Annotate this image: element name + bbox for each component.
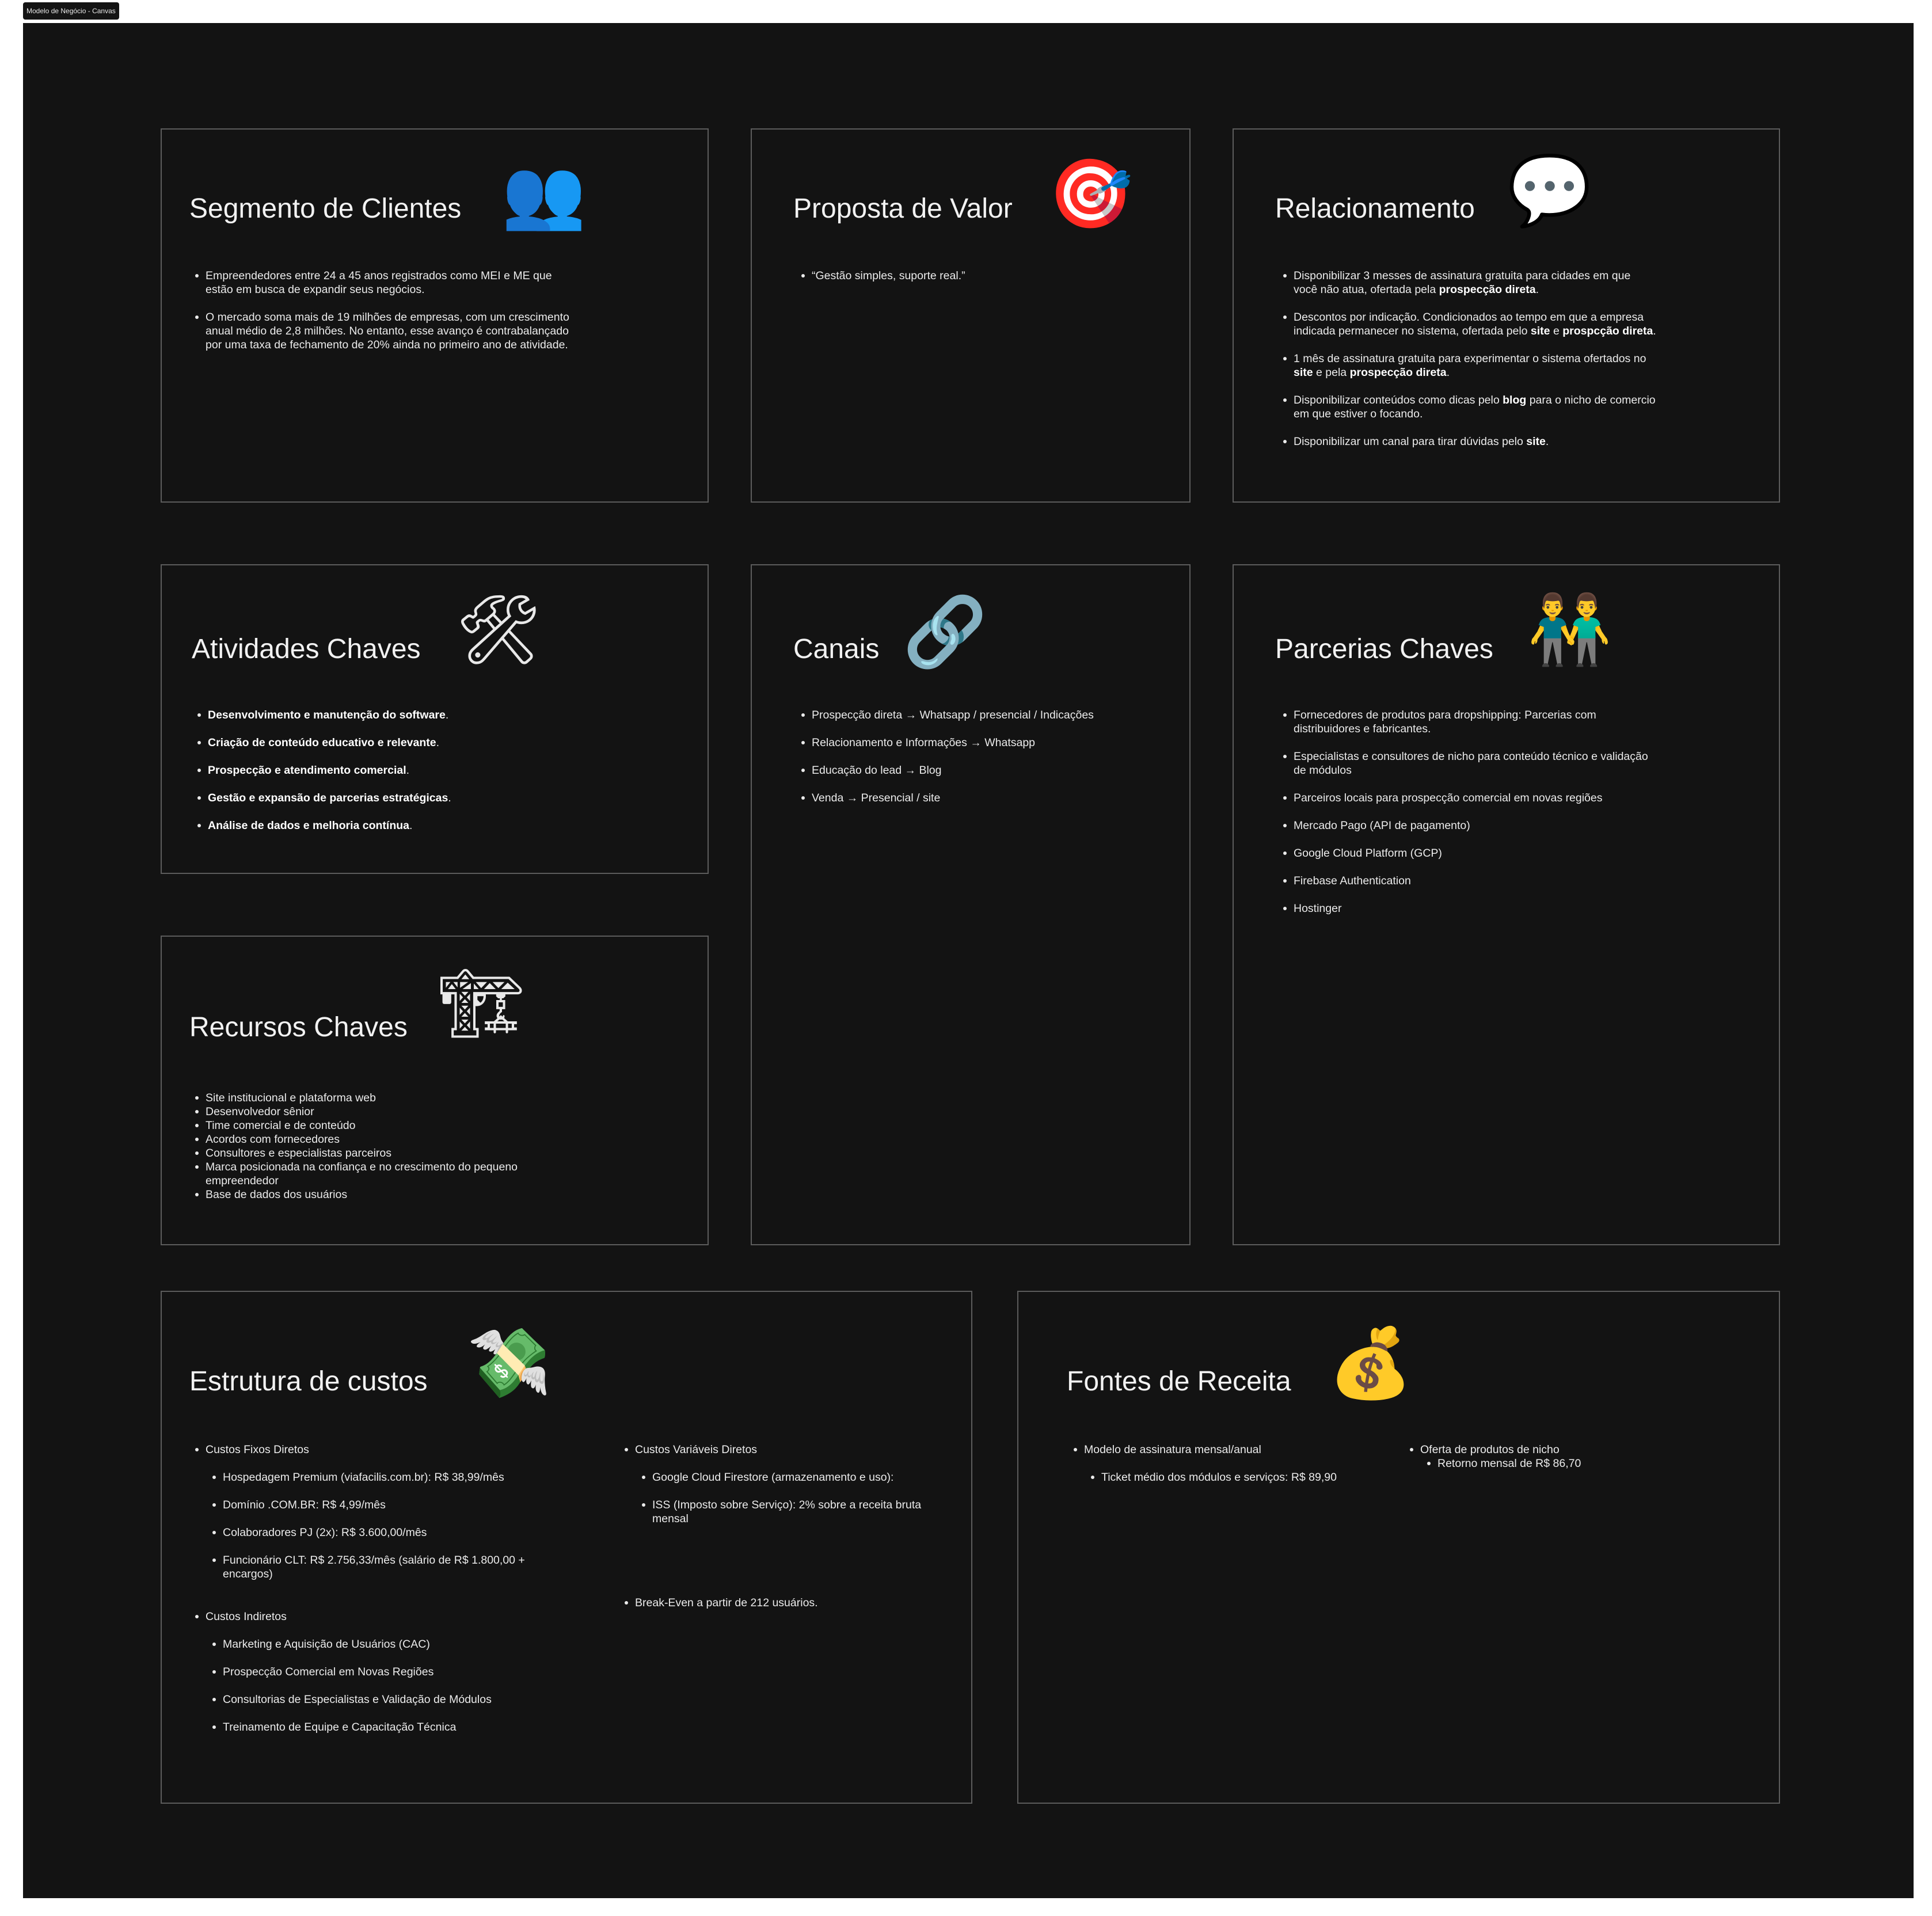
atividades-list: Desenvolvimento e manutenção do software… <box>196 708 599 832</box>
block-title: Proposta de Valor <box>793 193 1013 224</box>
segmento-clientes-block[interactable]: Segmento de Clientes 👥 Empreendedores en… <box>161 128 709 503</box>
break-even-list: Break-Even a partir de 212 usuários. <box>623 1596 946 1610</box>
list-item: Marketing e Aquisição de Usuários (CAC) <box>211 1637 568 1651</box>
block-title: Fontes de Receita <box>1067 1366 1291 1397</box>
proposta-list: “Gestão simples, suporte real.” <box>800 269 1146 283</box>
list-item: Consultorias de Especialistas e Validaçã… <box>211 1693 568 1706</box>
canvas-board: Segmento de Clientes 👥 Empreendedores en… <box>23 23 1914 1898</box>
estrutura-custos-block[interactable]: Estrutura de custos 💸 Custos Fixos Diret… <box>161 1291 972 1804</box>
list-item: “Gestão simples, suporte real.” <box>800 269 1146 283</box>
block-title: Estrutura de custos <box>189 1366 428 1397</box>
list-item: Prospecção direta → Whatsapp / presencia… <box>800 708 1100 722</box>
custos-indiretos-sublist: Marketing e Aquisição de Usuários (CAC) … <box>211 1637 568 1734</box>
list-item: Domínio .COM.BR: R$ 4,99/mês <box>211 1498 568 1512</box>
list-item: Educação do lead → Blog <box>800 763 1100 777</box>
money-bag-icon: 💰 <box>1328 1323 1413 1402</box>
proposta-valor-block[interactable]: Proposta de Valor 🎯 “Gestão simples, sup… <box>751 128 1191 503</box>
list-item: Custos Fixos Diretos <box>194 1443 585 1457</box>
list-item: Gestão e expansão de parcerias estratégi… <box>196 791 599 805</box>
list-item: 1 mês de assinatura gratuita para experi… <box>1282 352 1656 379</box>
direct-hit-target-icon: 🎯 <box>1048 154 1133 233</box>
list-item: Análise de dados e melhoria contínua. <box>196 819 599 832</box>
break-even-item: Break-Even a partir de 212 usuários. <box>623 1596 946 1610</box>
custos-variaveis-sublist: Google Cloud Firestore (armazenamento e … <box>641 1470 929 1526</box>
block-title: Relacionamento <box>1275 193 1475 224</box>
list-item: Venda → Presencial / site <box>800 791 1100 805</box>
recursos-list: Site institucional e plataforma web Dese… <box>194 1091 562 1202</box>
list-item: O mercado soma mais de 19 milhões de emp… <box>194 310 574 352</box>
fontes-receita-block[interactable]: Fontes de Receita 💰 Modelo de assinatura… <box>1017 1291 1780 1804</box>
canais-block[interactable]: Canais 🔗 Prospecção direta → Whatsapp / … <box>751 564 1191 1245</box>
relacionamento-block[interactable]: Relacionamento 💬 Disponibilizar 3 messes… <box>1233 128 1780 503</box>
custos-fixos-sublist: Hospedagem Premium (viafacilis.com.br): … <box>211 1470 568 1581</box>
parcerias-list: Fornecedores de produtos para dropshippi… <box>1282 708 1650 915</box>
list-item: Disponibilizar conteúdos como dicas pelo… <box>1282 393 1656 421</box>
list-item: Base de dados dos usuários <box>194 1188 562 1202</box>
list-item: Hostinger <box>1282 902 1650 915</box>
receita-assinatura-sublist: Ticket médio dos módulos e serviços: R$ … <box>1090 1470 1389 1484</box>
parcerias-chaves-block[interactable]: Parcerias Chaves 👬 Fornecedores de produ… <box>1233 564 1780 1245</box>
hammer-and-wrench-icon: 🛠 <box>455 590 542 669</box>
list-item: Funcionário CLT: R$ 2.756,33/mês (salári… <box>211 1553 568 1581</box>
list-item: Consultores e especialistas parceiros <box>194 1146 562 1160</box>
list-item: Custos Indiretos <box>194 1610 585 1624</box>
list-item: Prospecção e atendimento comercial. <box>196 763 599 777</box>
list-item: Colaboradores PJ (2x): R$ 3.600,00/mês <box>211 1526 568 1539</box>
list-item: Desenvolvedor sênior <box>194 1105 562 1119</box>
construction-crane-icon: 🏗 <box>438 963 524 1043</box>
receita-oferta-sublist: Retorno mensal de R$ 86,70 <box>1426 1457 1702 1470</box>
list-item: Modelo de assinatura mensal/anual <box>1073 1443 1372 1457</box>
list-item: Oferta de produtos de nicho <box>1409 1443 1708 1457</box>
list-item: Mercado Pago (API de pagamento) <box>1282 819 1650 832</box>
list-item: Site institucional e plataforma web <box>194 1091 562 1105</box>
block-title: Recursos Chaves <box>189 1012 408 1043</box>
canais-list: Prospecção direta → Whatsapp / presencia… <box>800 708 1100 805</box>
two-men-holding-hands-icon: 👬 <box>1527 590 1612 669</box>
list-item: ISS (Imposto sobre Serviço): 2% sobre a … <box>641 1498 929 1526</box>
list-item: Especialistas e consultores de nicho par… <box>1282 750 1650 777</box>
segmento-list: Empreendedores entre 24 a 45 anos regist… <box>194 269 574 352</box>
speech-balloon-icon: 💬 <box>1507 150 1592 230</box>
frame-label[interactable]: Modelo de Negócio - Canvas <box>23 2 119 20</box>
list-item: Relacionamento e Informações → Whatsapp <box>800 736 1100 750</box>
relacionamento-list: Disponibilizar 3 messes de assinatura gr… <box>1282 269 1656 448</box>
list-item: Parceiros locais para prospecção comerci… <box>1282 791 1650 805</box>
list-item: Retorno mensal de R$ 86,70 <box>1426 1457 1702 1470</box>
list-item: Disponibilizar um canal para tirar dúvid… <box>1282 435 1656 448</box>
busts-in-silhouette-icon: 👥 <box>501 154 586 233</box>
list-item: Fornecedores de produtos para dropshippi… <box>1282 708 1650 736</box>
list-item: Marca posicionada na confiança e no cres… <box>194 1160 562 1188</box>
list-item: Treinamento de Equipe e Capacitação Técn… <box>211 1720 568 1734</box>
recursos-chaves-block[interactable]: Recursos Chaves 🏗 Site institucional e p… <box>161 936 709 1245</box>
list-item: Ticket médio dos módulos e serviços: R$ … <box>1090 1470 1389 1484</box>
list-item: Desenvolvimento e manutenção do software… <box>196 708 599 722</box>
list-item: Acordos com fornecedores <box>194 1132 562 1146</box>
block-title: Atividades Chaves <box>192 634 421 664</box>
list-item: Time comercial e de conteúdo <box>194 1119 562 1132</box>
list-item: Google Cloud Firestore (armazenamento e … <box>641 1470 929 1484</box>
list-item: Google Cloud Platform (GCP) <box>1282 846 1650 860</box>
block-title: Canais <box>793 634 880 664</box>
list-item: Descontos por indicação. Condicionados a… <box>1282 310 1656 338</box>
list-item: Disponibilizar 3 messes de assinatura gr… <box>1282 269 1656 296</box>
custos-variaveis-list: Custos Variáveis Diretos <box>623 1443 946 1457</box>
list-item: Prospecção Comercial em Novas Regiões <box>211 1665 568 1679</box>
atividades-chaves-block[interactable]: Atividades Chaves 🛠 Desenvolvimento e ma… <box>161 564 709 874</box>
list-item: Firebase Authentication <box>1282 874 1650 888</box>
money-with-wings-icon: 💸 <box>467 1323 552 1402</box>
list-item: Custos Variáveis Diretos <box>623 1443 946 1457</box>
custos-fixos-list: Custos Fixos Diretos <box>194 1443 585 1470</box>
list-item: Hospedagem Premium (viafacilis.com.br): … <box>211 1470 568 1484</box>
block-title: Segmento de Clientes <box>189 193 462 224</box>
custos-indiretos-list: Custos Indiretos <box>194 1610 585 1624</box>
receita-assinatura-list: Modelo de assinatura mensal/anual <box>1073 1443 1372 1457</box>
list-item: Empreendedores entre 24 a 45 anos regist… <box>194 269 574 296</box>
chain-links-icon: 🔗 <box>903 592 987 671</box>
list-item: Criação de conteúdo educativo e relevant… <box>196 736 599 750</box>
receita-oferta-list: Oferta de produtos de nicho <box>1409 1443 1708 1457</box>
block-title: Parcerias Chaves <box>1275 634 1493 664</box>
